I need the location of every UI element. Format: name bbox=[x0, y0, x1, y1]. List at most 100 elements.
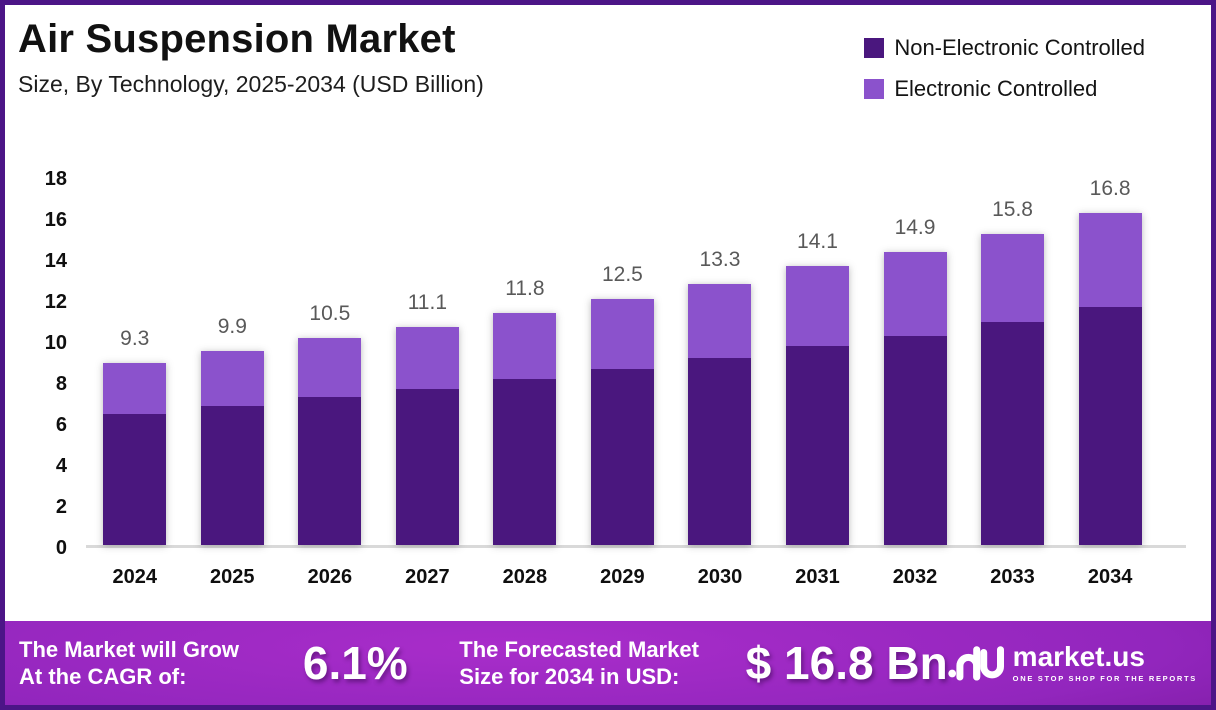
legend-swatch-electronic-icon bbox=[864, 79, 885, 99]
stacked-bar-2031 bbox=[785, 266, 849, 545]
stacked-bar-2034 bbox=[1078, 213, 1142, 545]
bar-segment-non-electronic bbox=[493, 379, 557, 545]
bar-value-label: 13.3 bbox=[699, 248, 741, 271]
x-tick-label-2030: 2030 bbox=[697, 566, 743, 588]
x-tick-label-2029: 2029 bbox=[600, 566, 645, 588]
legend-label-non-electronic: Non-Electronic Controlled bbox=[894, 35, 1145, 60]
bar-value-label: 14.9 bbox=[894, 216, 936, 239]
stacked-bar-2025 bbox=[200, 351, 264, 545]
plot-area: 9.3 9.9 10.5 11.1 11.8 12.5 13.3 14.1 14.9 15.8 16… bbox=[86, 177, 1186, 548]
infographic-page: Air Suspension Market Size, By Technolog… bbox=[5, 5, 1211, 705]
bar-column-2025: 9.9 bbox=[200, 315, 264, 545]
legend-item-electronic: Electronic Controlled bbox=[864, 76, 1145, 102]
bar-column-2033: 15.8 bbox=[981, 198, 1045, 545]
bar-value-label: 15.8 bbox=[992, 198, 1033, 221]
brand-tagline: ONE STOP SHOP FOR THE REPORTS bbox=[1012, 674, 1197, 683]
bar-column-2028: 11.8 bbox=[493, 277, 557, 545]
bar-value-label: 12.5 bbox=[601, 263, 643, 286]
x-tick-label-2027: 2027 bbox=[405, 566, 450, 588]
bar-segment-electronic bbox=[590, 299, 654, 369]
bar-segment-electronic bbox=[298, 338, 362, 397]
market-us-logo-icon bbox=[948, 646, 1004, 681]
bar-segment-electronic bbox=[1078, 213, 1142, 307]
x-tick-label-2032: 2032 bbox=[892, 566, 938, 588]
stacked-bar-2024 bbox=[103, 363, 167, 545]
bar-segment-electronic bbox=[493, 313, 557, 379]
cagr-label-line1: The Market will Grow bbox=[19, 636, 240, 662]
stacked-bar-2033 bbox=[981, 234, 1045, 545]
bar-column-2031: 14.1 bbox=[785, 230, 849, 545]
bar-value-label: 11.8 bbox=[505, 277, 545, 300]
bar-column-2027: 11.1 bbox=[395, 291, 459, 545]
bar-segment-electronic bbox=[103, 363, 167, 414]
brand-text: market.us ONE STOP SHOP FOR THE REPORTS bbox=[1012, 641, 1197, 684]
bar-segment-non-electronic bbox=[103, 414, 167, 545]
bar-segment-non-electronic bbox=[200, 406, 264, 545]
bar-value-label: 16.8 bbox=[1089, 177, 1131, 200]
legend-swatch-non-electronic-icon bbox=[864, 38, 885, 58]
cagr-label-line2: At the CAGR of: bbox=[19, 664, 187, 689]
page-title: Air Suspension Market bbox=[18, 17, 456, 61]
stacked-bar-2032 bbox=[883, 252, 947, 545]
chart-legend: Non-Electronic Controlled Electronic Con… bbox=[864, 35, 1145, 117]
bar-column-2026: 10.5 bbox=[298, 302, 362, 545]
bar-segment-non-electronic bbox=[981, 322, 1045, 545]
x-tick-label-2034: 2034 bbox=[1087, 566, 1133, 588]
brand-name: market.us bbox=[1012, 641, 1145, 672]
stacked-bar-2030 bbox=[688, 284, 752, 545]
brand-logo: market.us ONE STOP SHOP FOR THE REPORTS bbox=[948, 640, 1197, 686]
bar-segment-electronic bbox=[688, 284, 752, 358]
bar-segment-electronic bbox=[883, 252, 947, 336]
bar-value-label: 11.1 bbox=[407, 291, 448, 314]
bar-segment-electronic bbox=[981, 234, 1045, 322]
bar-segment-non-electronic bbox=[298, 397, 362, 545]
y-tick-label: 18 bbox=[44, 168, 67, 190]
y-tick-label: 4 bbox=[55, 455, 67, 477]
y-tick-label: 8 bbox=[55, 373, 67, 395]
x-tick-label-2024: 2024 bbox=[112, 566, 158, 588]
stacked-bar-2026 bbox=[298, 338, 362, 545]
y-tick-label: 0 bbox=[55, 537, 67, 559]
y-axis: 18 16 14 12 10 8 6 4 2 0 bbox=[5, 168, 67, 559]
cagr-value: 6.1% bbox=[302, 637, 408, 689]
forecast-label-line1: The Forecasted Market bbox=[459, 636, 699, 662]
y-tick-label: 10 bbox=[44, 332, 67, 354]
x-tick-label-2025: 2025 bbox=[210, 566, 255, 588]
bars-container: 9.3 9.9 10.5 11.1 11.8 12.5 13.3 14.1 14.9 15.8 16… bbox=[86, 33, 1159, 545]
x-tick-label-2031: 2031 bbox=[795, 566, 840, 588]
bar-segment-non-electronic bbox=[785, 346, 849, 545]
bar-value-label: 9.3 bbox=[120, 327, 150, 350]
bar-segment-non-electronic bbox=[688, 358, 752, 545]
forecast-label-line2: Size for 2034 in USD: bbox=[459, 664, 680, 689]
stacked-bar-2028 bbox=[493, 313, 557, 545]
header: Air Suspension Market Size, By Technolog… bbox=[18, 17, 484, 98]
bar-segment-non-electronic bbox=[1078, 307, 1142, 545]
bar-segment-non-electronic bbox=[590, 369, 654, 545]
bar-value-label: 14.1 bbox=[797, 230, 838, 253]
y-tick-label: 16 bbox=[44, 209, 67, 231]
legend-label-electronic: Electronic Controlled bbox=[894, 76, 1098, 101]
banner: The Market will Grow At the CAGR of: 6.1… bbox=[5, 621, 1211, 705]
x-axis: 2024 2025 2026 2027 2028 2029 2030 2031 2032 2033… bbox=[86, 566, 1159, 589]
y-tick-label: 6 bbox=[55, 414, 67, 436]
bar-segment-electronic bbox=[395, 327, 459, 389]
y-tick-label: 12 bbox=[44, 291, 67, 313]
page-subtitle: Size, By Technology, 2025-2034 (USD Bill… bbox=[18, 71, 484, 97]
forecast-value: $ 16.8 Bn bbox=[745, 637, 948, 689]
bar-column-2032: 14.9 bbox=[883, 216, 947, 545]
forecast-label: The Forecasted Market Size for 2034 in U… bbox=[459, 636, 727, 691]
bar-column-2034: 16.8 bbox=[1078, 177, 1142, 545]
bar-segment-non-electronic bbox=[395, 389, 459, 545]
x-tick-label-2033: 2033 bbox=[990, 566, 1035, 588]
y-tick-label: 14 bbox=[44, 250, 67, 272]
legend-item-non-electronic: Non-Electronic Controlled bbox=[864, 35, 1145, 61]
y-tick-label: 2 bbox=[55, 496, 67, 518]
x-tick-label-2026: 2026 bbox=[307, 566, 353, 588]
bar-column-2029: 12.5 bbox=[590, 263, 654, 545]
bar-segment-non-electronic bbox=[883, 336, 947, 545]
stacked-bar-2027 bbox=[395, 327, 459, 545]
bar-column-2024: 9.3 bbox=[103, 327, 167, 545]
bar-segment-electronic bbox=[785, 266, 849, 346]
bar-segment-electronic bbox=[200, 351, 264, 406]
bar-value-label: 10.5 bbox=[309, 302, 351, 325]
